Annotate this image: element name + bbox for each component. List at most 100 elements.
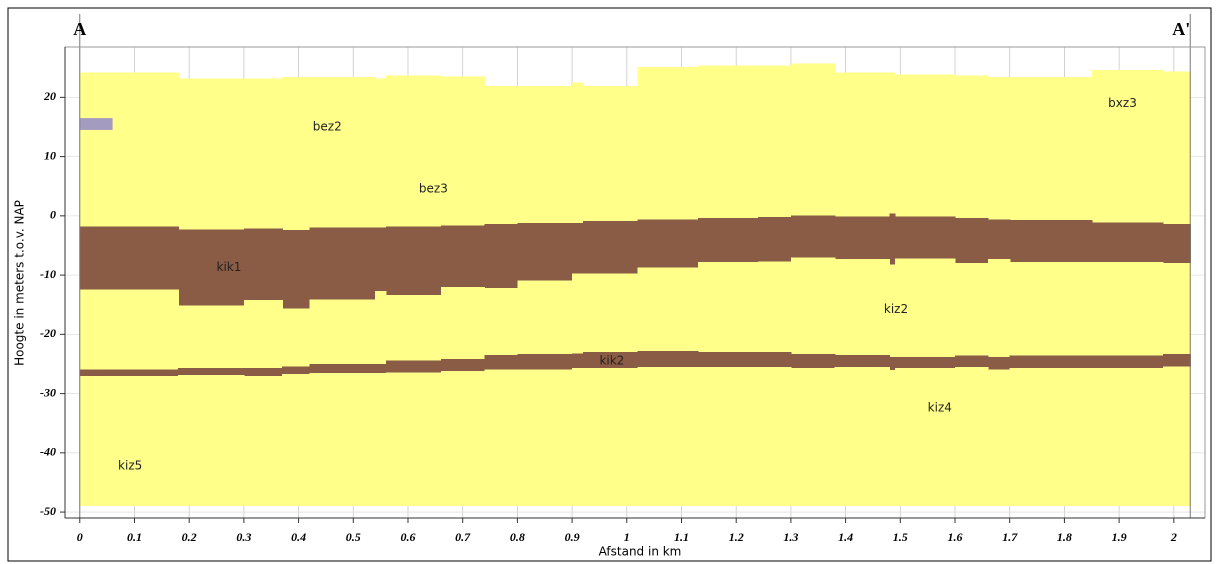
layer-segment bbox=[309, 363, 376, 373]
layer-segment bbox=[637, 267, 699, 351]
layer-segment bbox=[375, 372, 387, 507]
layer-segment bbox=[955, 218, 989, 264]
layer-segment bbox=[1091, 355, 1164, 369]
layer-segment bbox=[517, 280, 573, 354]
x-tick-label: 1.3 bbox=[783, 530, 798, 544]
layer-segment bbox=[583, 273, 639, 353]
layer-segment bbox=[790, 257, 836, 354]
layer-segment bbox=[889, 72, 896, 214]
layer-segment bbox=[375, 363, 387, 373]
x-tick-label: 0.5 bbox=[346, 530, 361, 544]
layer-segment bbox=[889, 356, 896, 370]
layer-segment bbox=[1009, 262, 1093, 356]
layer-segment bbox=[282, 308, 311, 367]
x-tick-label: 0.3 bbox=[236, 530, 251, 544]
y-tick-label: 20 bbox=[43, 89, 56, 103]
layer-segment bbox=[987, 77, 1011, 220]
layer-segment bbox=[697, 262, 759, 353]
x-tick-label: 2 bbox=[1170, 530, 1177, 544]
layer-segment bbox=[517, 369, 573, 507]
layer-segment bbox=[572, 353, 584, 369]
x-axis-label: Afstand in km bbox=[599, 545, 682, 559]
layer-segment bbox=[637, 219, 699, 268]
block bbox=[79, 118, 113, 130]
layer-segment bbox=[955, 263, 989, 356]
layer-segment bbox=[178, 78, 245, 230]
layer-segment bbox=[375, 78, 387, 228]
x-tick-label: 1.2 bbox=[729, 530, 744, 544]
layer-segment bbox=[834, 259, 890, 356]
layer-segment bbox=[79, 226, 179, 290]
layer-segment bbox=[955, 75, 989, 219]
layer-segment bbox=[1162, 353, 1191, 367]
layer-segment bbox=[517, 353, 573, 370]
layer-segment bbox=[758, 366, 792, 507]
layer-segment bbox=[517, 86, 573, 223]
y-tick-label: 0 bbox=[50, 208, 56, 222]
layer-label: kiz5 bbox=[118, 458, 142, 472]
layer-segment bbox=[1162, 71, 1191, 225]
layer-segment bbox=[697, 352, 759, 367]
x-tick-label: 0.9 bbox=[565, 530, 580, 544]
layer-segment bbox=[484, 86, 518, 225]
layer-segment bbox=[637, 350, 699, 367]
layer-segment bbox=[1091, 222, 1164, 263]
x-tick-label: 1.5 bbox=[893, 530, 908, 544]
x-tick-label: 0.7 bbox=[455, 530, 471, 544]
layer-segment bbox=[517, 222, 573, 281]
layer-segment bbox=[309, 299, 376, 364]
layer-segment bbox=[178, 368, 245, 376]
layer-segment bbox=[243, 78, 283, 229]
layer-segment bbox=[583, 221, 639, 274]
layer-segment bbox=[637, 67, 699, 220]
x-tick-label: 0.8 bbox=[510, 530, 525, 544]
x-tick-label: 1.9 bbox=[1112, 530, 1127, 544]
x-tick-label: 0.4 bbox=[291, 530, 306, 544]
layer-segment bbox=[484, 288, 518, 356]
y-tick-label: 10 bbox=[44, 148, 56, 162]
layer-segment bbox=[637, 366, 699, 507]
y-tick-label: -30 bbox=[40, 385, 56, 399]
layer-segment bbox=[834, 366, 890, 507]
layer-segment bbox=[894, 356, 956, 369]
layer-segment bbox=[386, 75, 442, 227]
x-tick-label: 0 bbox=[77, 530, 83, 544]
layer-segment bbox=[1162, 263, 1191, 354]
layer-segment bbox=[572, 368, 584, 507]
layer-segment bbox=[79, 369, 179, 376]
layer-segment bbox=[758, 65, 792, 218]
layer-segment bbox=[790, 368, 836, 507]
frame bbox=[7, 7, 1212, 562]
layer-segment bbox=[440, 286, 486, 360]
layer-segment bbox=[889, 264, 896, 357]
layer-label: bxz3 bbox=[1108, 96, 1137, 110]
layer-segment bbox=[484, 369, 518, 507]
layer-segment bbox=[309, 372, 376, 507]
layer-segment bbox=[583, 368, 639, 507]
x-tick-label: 1.7 bbox=[1002, 530, 1018, 544]
layer-segment bbox=[79, 289, 179, 370]
layer-segment bbox=[834, 355, 890, 367]
layer-segment bbox=[178, 305, 245, 369]
layer-segment bbox=[572, 273, 584, 354]
layer-segment bbox=[697, 218, 759, 263]
layer-segment bbox=[386, 295, 442, 361]
layer-segment bbox=[484, 224, 518, 289]
layer-segment bbox=[1009, 368, 1093, 507]
y-tick-label: -40 bbox=[40, 445, 56, 459]
y-axis-label: Hoogte in meters t.o.v. NAP bbox=[13, 200, 27, 366]
layer-segment bbox=[955, 366, 989, 507]
profile-marker: A' bbox=[1172, 19, 1190, 39]
layer-segment bbox=[1009, 77, 1093, 220]
layer-segment bbox=[894, 258, 956, 357]
layer-segment bbox=[894, 216, 956, 259]
layer-segment bbox=[178, 229, 245, 306]
layer-segment bbox=[440, 225, 486, 287]
layer-segment bbox=[758, 352, 792, 367]
layer-segment bbox=[79, 375, 179, 507]
layer-segment bbox=[572, 82, 584, 223]
layer-segment bbox=[987, 219, 1011, 260]
layer-segment bbox=[375, 227, 387, 292]
layer-segment bbox=[1091, 70, 1164, 223]
layer-segment bbox=[484, 355, 518, 370]
